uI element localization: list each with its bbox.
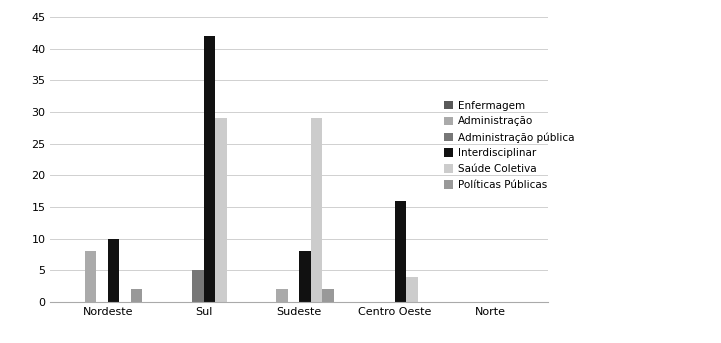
Bar xyxy=(85,251,97,302)
Bar xyxy=(131,289,142,302)
Legend: Enfermagem, Administração, Administração pública, Interdisciplinar, Saúde Coleti: Enfermagem, Administração, Administração… xyxy=(443,101,575,190)
Bar xyxy=(322,289,334,302)
Bar xyxy=(215,118,226,302)
Bar xyxy=(407,276,418,302)
Bar xyxy=(395,201,407,302)
Bar xyxy=(276,289,288,302)
Bar xyxy=(108,239,120,302)
Bar xyxy=(311,118,322,302)
Bar xyxy=(299,251,311,302)
Bar xyxy=(192,270,203,302)
Bar xyxy=(203,36,215,302)
